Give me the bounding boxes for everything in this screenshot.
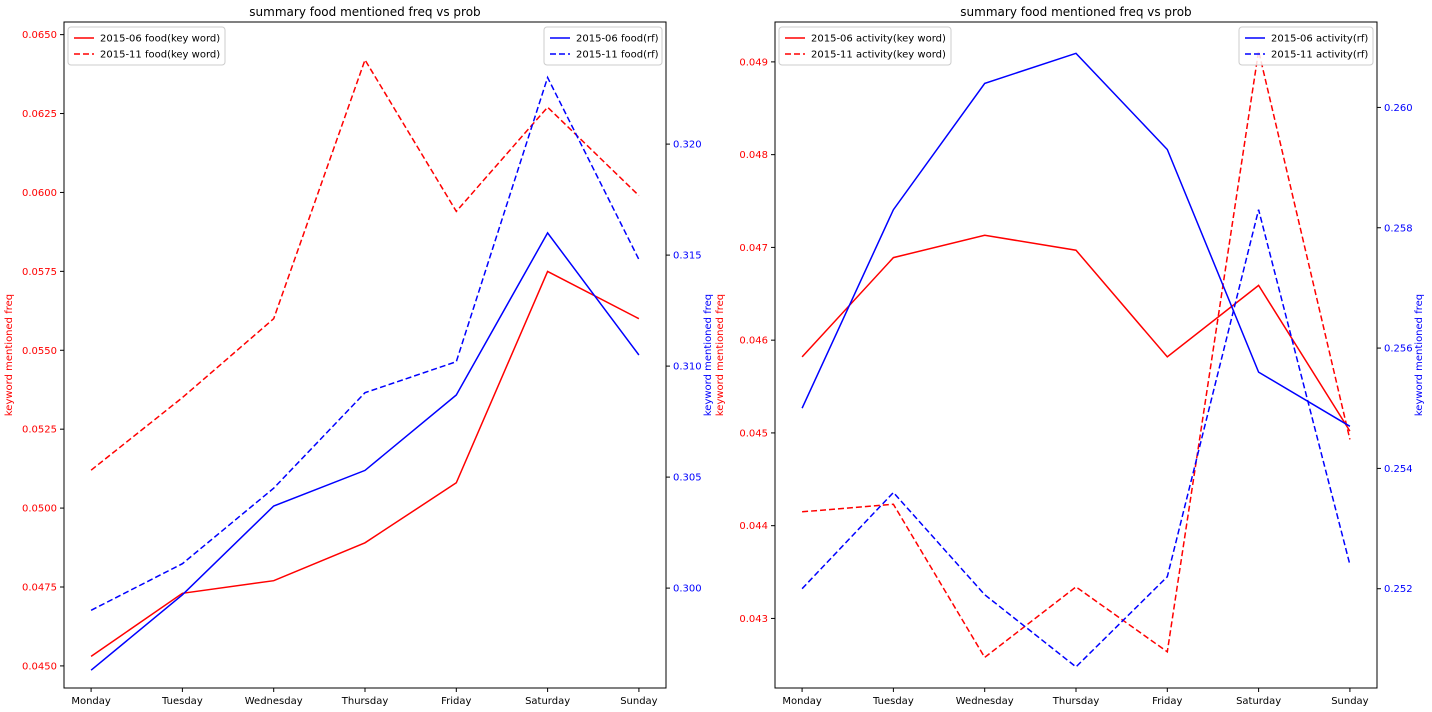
legend-label: 2015-06 activity(rf) [1271, 34, 1368, 45]
left-y-tick-label: 0.0550 [22, 346, 57, 357]
series-line-1 [801, 234, 1351, 432]
left-y-axis-label: keyword mentioned freq [4, 294, 15, 416]
legend-label: 2015-11 activity(key word) [811, 50, 946, 61]
x-tick-label: Monday [71, 696, 111, 707]
x-tick-label: Wednesday [245, 696, 303, 707]
plot-frame [63, 21, 667, 689]
right-y-tick-label: 0.258 [1384, 223, 1413, 234]
left-y-tick-label: 0.0475 [22, 582, 57, 593]
legend-label: 2015-11 food(rf) [576, 50, 659, 61]
series-line-3 [801, 52, 1351, 427]
legend-label: 2015-06 food(key word) [100, 34, 220, 45]
chart-2: summary food mentioned freq vs prob Monda… [715, 5, 1425, 707]
left-y-tick-label: 0.0450 [22, 661, 57, 672]
right-y-tick-label: 0.305 [673, 473, 702, 484]
left-y-tick-label: 0.0650 [22, 30, 57, 41]
chart-title: summary food mentioned freq vs prob [249, 5, 480, 19]
legend-label: 2015-06 activity(key word) [811, 34, 946, 45]
legend-label: 2015-11 food(key word) [100, 50, 220, 61]
legend-label: 2015-06 food(rf) [576, 34, 659, 45]
left-y-axis-label: keyword mentioned freq [715, 294, 726, 416]
right-y-tick-label: 0.310 [673, 362, 702, 373]
legend-box [67, 26, 226, 66]
series-line-4 [801, 209, 1351, 668]
x-tick-label: Sunday [620, 696, 657, 707]
right-y-tick-label: 0.315 [673, 251, 702, 262]
x-tick-label: Saturday [1236, 696, 1281, 707]
left-y-tick-label: 0.047 [739, 243, 768, 254]
legend-right: 2015-06 food(rf) 2015-11 food(rf) [543, 26, 663, 66]
series-line-4 [90, 75, 640, 611]
right-y-axis-label: keyword mentioned freq [703, 294, 714, 416]
left-y-tick-label: 0.0500 [22, 504, 57, 515]
legend-box [543, 26, 663, 66]
x-tick-label: Monday [782, 696, 822, 707]
left-y-tick-label: 0.046 [739, 336, 768, 347]
right-y-tick-label: 0.260 [1384, 103, 1413, 114]
right-y-tick-label: 0.252 [1384, 584, 1413, 595]
left-y-tick-label: 0.0575 [22, 267, 57, 278]
left-y-tick-label: 0.0525 [22, 425, 57, 436]
left-y-tick-label: 0.049 [739, 57, 768, 68]
x-tick-label: Thursday [341, 696, 389, 707]
x-tick-label: Sunday [1331, 696, 1368, 707]
legend-right: 2015-06 activity(rf) 2015-11 activity(rf) [1238, 26, 1374, 66]
left-y-tick-label: 0.043 [739, 614, 768, 625]
chart-1: summary food mentioned freq vs prob Monda… [4, 5, 714, 707]
chart-title: summary food mentioned freq vs prob [960, 5, 1191, 19]
legend-left: 2015-06 activity(key word) 2015-11 activi… [778, 26, 952, 66]
series-line-3 [90, 231, 640, 671]
right-y-tick-label: 0.320 [673, 140, 702, 151]
plot-frame [774, 21, 1378, 689]
legend-box [1238, 26, 1374, 66]
x-tick-label: Friday [441, 696, 471, 707]
legend-left: 2015-06 food(key word) 2015-11 food(key w… [67, 26, 226, 66]
x-tick-label: Friday [1152, 696, 1182, 707]
right-y-tick-label: 0.254 [1384, 464, 1413, 475]
left-y-tick-label: 0.048 [739, 150, 768, 161]
legend-label: 2015-11 activity(rf) [1271, 50, 1368, 61]
left-y-tick-label: 0.045 [739, 428, 768, 439]
left-y-tick-label: 0.0600 [22, 188, 57, 199]
x-tick-label: Thursday [1052, 696, 1100, 707]
right-y-tick-label: 0.300 [673, 584, 702, 595]
right-y-axis-label: keyword mentioned freq [1414, 294, 1425, 416]
left-y-tick-label: 0.044 [739, 521, 768, 532]
x-tick-label: Tuesday [872, 696, 914, 707]
series-line-2 [802, 50, 1351, 659]
left-y-tick-label: 0.0625 [22, 109, 57, 120]
x-tick-label: Wednesday [956, 696, 1014, 707]
legend-box [778, 26, 952, 66]
x-tick-label: Saturday [525, 696, 570, 707]
series-line-1 [90, 270, 640, 658]
x-tick-label: Tuesday [161, 696, 203, 707]
series-line-2 [90, 58, 640, 471]
right-y-tick-label: 0.256 [1384, 344, 1413, 355]
